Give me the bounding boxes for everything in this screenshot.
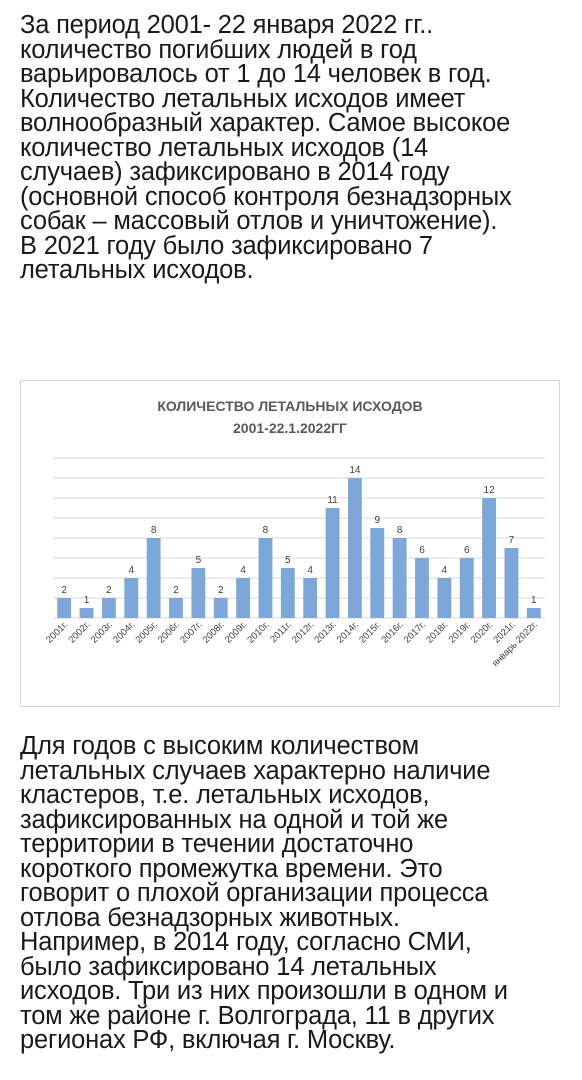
chart-container: КОЛИЧЕСТВО ЛЕТАЛЬНЫХ ИСХОДОВ 2001-22.1.2… <box>20 380 560 707</box>
category-label-5: 2005г. <box>134 619 160 645</box>
paragraph-intro: За период 2001- 22 января 2022 гг.. коли… <box>20 11 512 284</box>
category-label-13: 2013г. <box>312 619 338 645</box>
bar-10 <box>258 538 273 618</box>
bar-22 <box>526 608 541 618</box>
category-label-10: 2010г. <box>245 619 271 645</box>
category-label-3: 2003г. <box>89 619 115 645</box>
paragraph-clusters: Для годов с высоким количеством летальны… <box>20 732 508 1054</box>
data-label-17: 6 <box>419 545 425 556</box>
data-label-12: 4 <box>307 565 313 576</box>
data-label-20: 12 <box>484 485 496 496</box>
category-label-2: 2002г. <box>66 619 92 645</box>
chart-subtitle: 2001-22.1.2022ГГ <box>233 420 347 436</box>
chart-category-labels: 2001г.2002г.2003г.2004г.2005г.2006г.2007… <box>44 619 540 669</box>
bar-21 <box>504 548 519 618</box>
bar-chart: КОЛИЧЕСТВО ЛЕТАЛЬНЫХ ИСХОДОВ 2001-22.1.2… <box>44 398 545 669</box>
bar-8 <box>213 598 228 618</box>
bar-16 <box>392 538 407 618</box>
bar-14 <box>347 478 362 618</box>
data-label-18: 4 <box>442 565 448 576</box>
category-label-8: 2008г. <box>201 619 227 645</box>
chart-title: КОЛИЧЕСТВО ЛЕТАЛЬНЫХ ИСХОДОВ <box>157 398 422 414</box>
bar-17 <box>415 558 429 618</box>
category-label-9: 2009г. <box>223 619 249 645</box>
bar-2 <box>79 608 94 618</box>
data-label-11: 5 <box>285 555 291 566</box>
data-label-9: 4 <box>240 565 246 576</box>
data-label-10: 8 <box>263 525 269 536</box>
bar-3 <box>101 598 116 618</box>
category-label-1: 2001г. <box>44 619 70 645</box>
data-label-15: 9 <box>374 515 380 526</box>
bar-20 <box>482 498 497 618</box>
bar-5 <box>146 538 161 618</box>
data-label-14: 14 <box>349 465 361 476</box>
category-label-14: 2014г. <box>335 619 361 645</box>
data-label-7: 5 <box>196 555 202 566</box>
data-label-2: 1 <box>84 595 90 606</box>
data-label-13: 11 <box>327 495 338 506</box>
category-label-6: 2006г. <box>156 619 182 645</box>
data-label-5: 8 <box>151 525 157 536</box>
data-label-22: 1 <box>531 595 537 606</box>
data-label-8: 2 <box>218 585 224 596</box>
category-label-16: 2016г. <box>380 619 406 645</box>
category-label-15: 2015г. <box>357 619 383 645</box>
data-label-3: 2 <box>106 585 112 596</box>
data-label-16: 8 <box>397 525 403 536</box>
data-label-4: 4 <box>128 565 134 576</box>
category-label-11: 2011г. <box>268 619 294 645</box>
bar-1 <box>57 598 72 618</box>
category-label-4: 2004г. <box>111 619 137 645</box>
category-label-19: 2019г. <box>447 619 473 645</box>
data-label-6: 2 <box>173 585 179 596</box>
data-label-19: 6 <box>464 545 470 556</box>
chart-bars <box>57 478 541 618</box>
bar-19 <box>459 558 474 618</box>
category-label-7: 2007г. <box>178 619 204 645</box>
bar-18 <box>437 578 452 618</box>
bar-13 <box>325 508 340 618</box>
bar-12 <box>303 578 318 618</box>
bar-11 <box>280 568 295 618</box>
bar-9 <box>236 578 251 618</box>
bar-7 <box>191 568 206 618</box>
category-label-17: 2017г. <box>402 619 428 645</box>
bar-4 <box>124 578 139 618</box>
category-label-18: 2018г. <box>424 619 450 645</box>
bar-6 <box>169 598 183 618</box>
data-label-1: 2 <box>61 585 67 596</box>
bar-15 <box>370 528 385 618</box>
data-label-21: 7 <box>509 535 515 546</box>
category-label-12: 2012г. <box>290 619 316 645</box>
category-label-20: 2020г. <box>469 619 495 645</box>
